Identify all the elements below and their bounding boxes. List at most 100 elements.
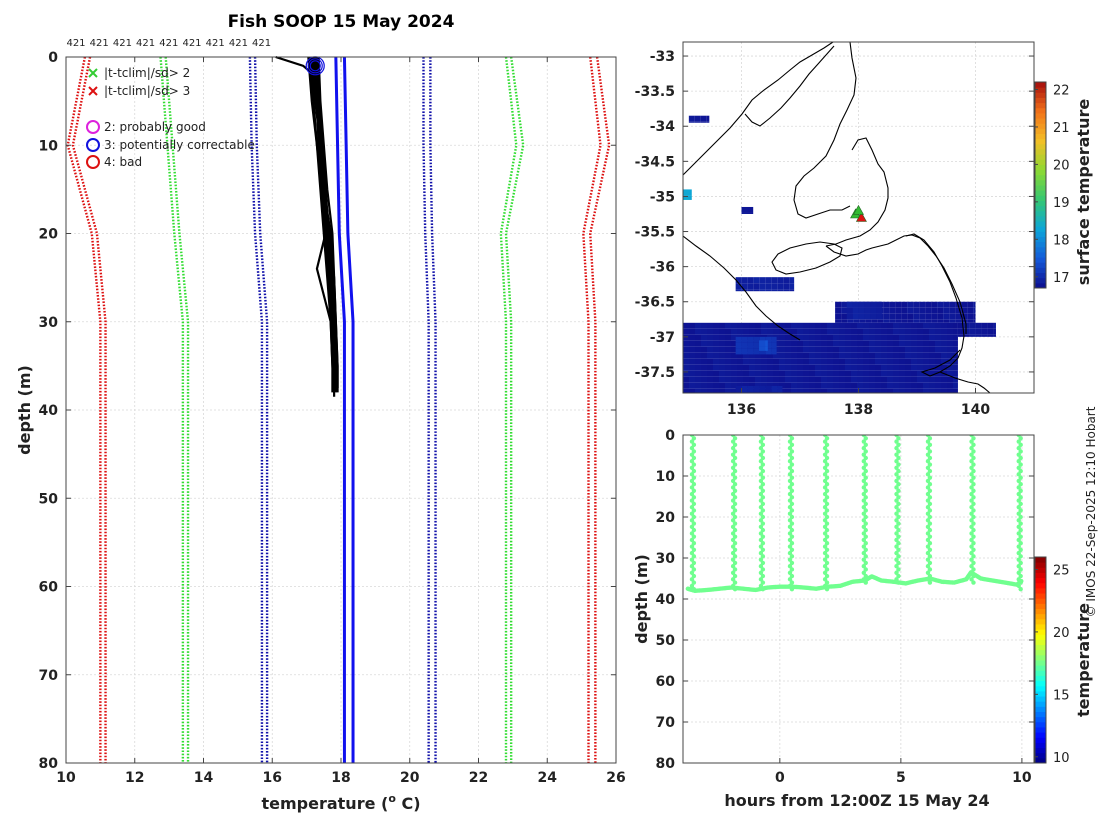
sst-cell [881, 370, 887, 377]
sst-cell [947, 328, 953, 335]
section-cast-point [824, 554, 830, 559]
sst-cell [923, 382, 929, 389]
sst-cell [833, 370, 839, 377]
sst-cell [791, 340, 797, 347]
sst-cell [887, 334, 893, 341]
map-y-tick-label: -35.5 [635, 225, 675, 241]
section-cast-point [1016, 564, 1021, 569]
sst-cell [935, 322, 941, 329]
section-cast-point [894, 577, 899, 582]
section-cast-point [896, 534, 901, 539]
section-cast-point [1016, 465, 1021, 470]
temperature-colorbar-segment [1035, 587, 1046, 594]
sst-cell [841, 319, 848, 323]
sst-cell [771, 336, 777, 343]
temperature-colorbar-segment [1035, 582, 1046, 589]
section-cast-point [925, 511, 931, 516]
sst-cell [809, 370, 815, 377]
sst-cell [833, 376, 839, 383]
sst-cell [701, 322, 707, 329]
section-cast-point [861, 452, 867, 457]
section-cast-point [822, 498, 828, 503]
sst-cell [941, 382, 947, 389]
sst-cell [875, 370, 881, 377]
section-cast-point [969, 531, 974, 536]
sst-cell [747, 385, 754, 392]
sst-cell [941, 334, 947, 341]
sst-cell [893, 328, 899, 335]
sst-cell [863, 322, 869, 329]
sst-cell [833, 388, 839, 393]
temperature-colorbar-segment [1035, 721, 1046, 728]
sst-cell [765, 277, 772, 284]
section-cast-point [863, 468, 868, 474]
sst-cell [707, 322, 713, 329]
section-cast-point [927, 560, 933, 566]
legend-circle-marker [86, 138, 100, 152]
sst-cell [747, 391, 754, 393]
section-cast-point [1016, 577, 1021, 582]
section-x-tick-label: 0 [775, 770, 785, 786]
sst-cell [975, 322, 982, 329]
sst-cell [935, 388, 941, 393]
y-tick-label: 40 [39, 403, 59, 419]
section-cast-point [971, 527, 976, 533]
sst-cell [771, 391, 778, 393]
sst-cell [707, 334, 713, 341]
section-cast-point [758, 439, 764, 444]
section-cast-point [894, 491, 899, 497]
section-cast-point [861, 550, 867, 556]
sst-cell [875, 322, 881, 329]
section-cast-point [787, 472, 793, 477]
sst-cell [905, 364, 911, 371]
sst-cell [887, 358, 893, 365]
sst-cell [875, 382, 881, 389]
map-x-tick-label: 140 [961, 402, 990, 418]
sst-cell [771, 342, 777, 349]
sst-cell [771, 277, 778, 284]
sst-cell [735, 342, 742, 349]
sst-cell [943, 307, 950, 314]
sst-cell [743, 358, 749, 365]
sst-cell [833, 382, 839, 389]
sst-cell [969, 328, 976, 335]
vessel-positions [850, 204, 867, 222]
sst-cell [827, 388, 833, 393]
sst-cell [845, 346, 851, 353]
section-cast-point [925, 465, 931, 470]
sst-cell [833, 364, 839, 371]
section-cast-point [689, 537, 695, 543]
sst-cell [821, 388, 827, 393]
sst-cell [911, 352, 917, 359]
temperature-colorbar-tick-label: 20 [1053, 626, 1070, 641]
sst-cell [852, 301, 859, 308]
section-cast-point [971, 554, 976, 559]
sst-cell [753, 289, 760, 292]
sst-cell [869, 334, 875, 341]
y-tick-label: 80 [39, 756, 59, 772]
section-cast-point [969, 577, 974, 582]
sst-cell [935, 358, 941, 365]
sst-cell [743, 382, 749, 389]
section-cast-point [730, 498, 736, 503]
sst-cell [929, 364, 935, 371]
section-cast-point [861, 459, 867, 464]
section-cast-point [896, 462, 901, 467]
section-cast-point [691, 586, 697, 592]
map-y-tick-label: -34 [650, 119, 676, 135]
section-cast-point [787, 564, 793, 569]
sst-colorbar-segment [1035, 82, 1046, 88]
section-cast-point [822, 504, 828, 510]
sst-cell [911, 388, 917, 393]
sst-cell [893, 346, 899, 353]
section-cast-point [789, 573, 795, 579]
sst-cell [791, 352, 797, 359]
sst-cell [803, 340, 809, 347]
sst-cell [779, 334, 785, 341]
sst-cell [953, 340, 958, 347]
section-cast-point [896, 475, 901, 480]
section-cast-point [927, 495, 933, 500]
sst-cell [953, 328, 958, 335]
sst-cell [857, 382, 863, 389]
